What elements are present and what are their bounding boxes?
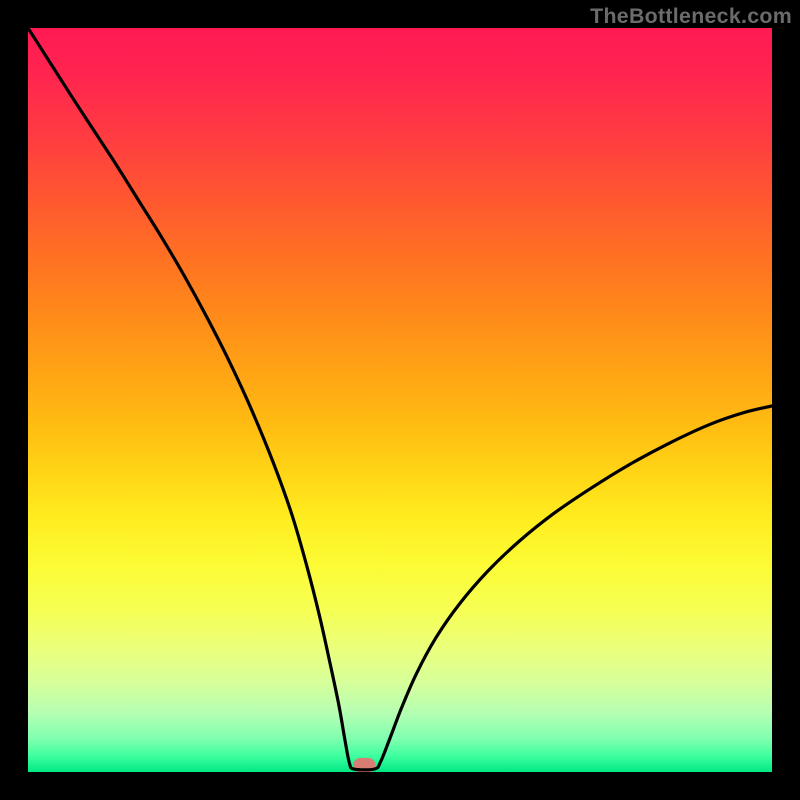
chart-frame: TheBottleneck.com — [0, 0, 800, 800]
plot-area — [28, 28, 772, 772]
watermark-text: TheBottleneck.com — [590, 4, 792, 29]
bottleneck-curve-chart — [28, 28, 772, 772]
gradient-background — [28, 28, 772, 772]
